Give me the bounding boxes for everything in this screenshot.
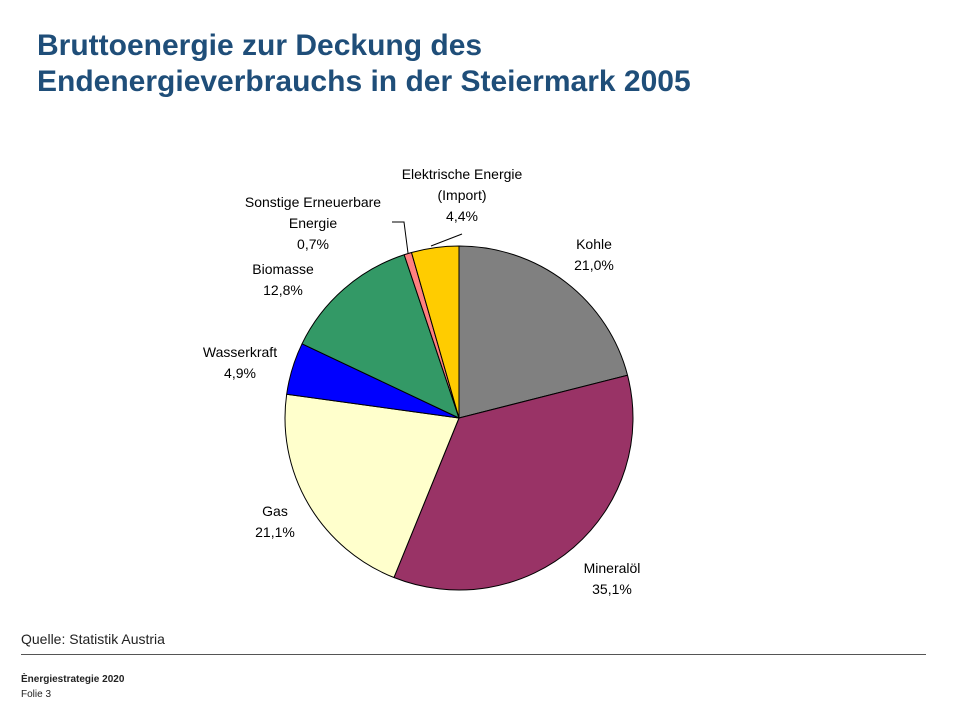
pie-slice-0 <box>458 245 629 419</box>
label-wasserkraft: Wasserkraft <box>203 344 277 360</box>
label-elektrisch-line1: Elektrische Energie <box>402 166 523 182</box>
pie-slice-1 <box>393 374 634 591</box>
label-biomasse: Biomasse <box>252 261 314 277</box>
label-gas: Gas <box>262 503 288 519</box>
label-mineraloel: Mineralöl <box>584 560 641 576</box>
label-kohle: Kohle <box>576 236 612 252</box>
title-line-1: Bruttoenergie zur Deckung des <box>37 29 483 62</box>
value-biomasse: 12,8% <box>263 282 303 298</box>
pie-slice-2 <box>284 393 460 579</box>
title-line-2: Endenergieverbrauchs in der Steiermark 2… <box>37 65 691 98</box>
value-kohle: 21,0% <box>574 257 614 273</box>
pie-slices <box>284 245 634 591</box>
leader-sonstige <box>392 221 409 254</box>
label-sonstige-line1: Sonstige Erneuerbare <box>245 194 381 210</box>
pie-slice-4 <box>301 254 460 419</box>
label-sonstige-line2: Energie <box>289 215 337 231</box>
slide-title: Bruttoenergie zur Deckung des Endenergie… <box>37 28 937 100</box>
leader-lines <box>392 221 463 254</box>
value-mineraloel: 35,1% <box>592 581 632 597</box>
footer-presentation-title: Ènergiestrategie 2020 <box>21 674 125 685</box>
label-elektrisch-line2: (Import) <box>438 187 487 203</box>
value-wasserkraft: 4,9% <box>224 365 256 381</box>
source-note: Quelle: Statistik Austria <box>21 631 165 647</box>
leader-elektrisch <box>430 233 463 247</box>
value-sonstige: 0,7% <box>297 236 329 252</box>
footer-slide-number: Folie 3 <box>21 689 52 700</box>
footer-divider <box>21 654 926 655</box>
pie-slice-6 <box>411 245 460 419</box>
value-elektrisch: 4,4% <box>446 208 478 224</box>
value-gas: 21,1% <box>255 524 295 540</box>
